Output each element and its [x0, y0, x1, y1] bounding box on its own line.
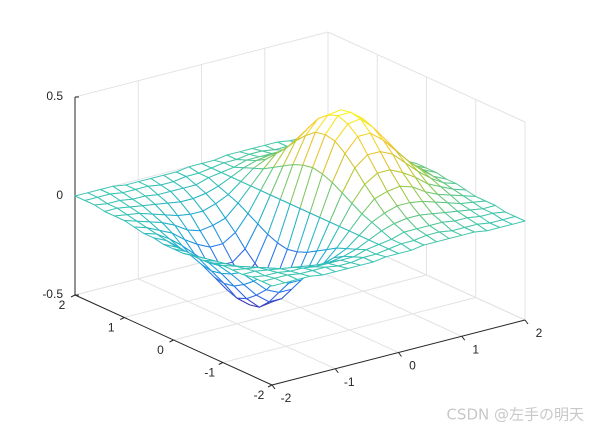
z-tick-label: 0	[56, 188, 63, 202]
y-tick	[218, 362, 223, 365]
y-tick	[267, 384, 273, 388]
z-tick-label: -0.5	[42, 287, 63, 301]
x-tick	[461, 335, 466, 341]
x-tick	[334, 368, 339, 374]
y-tick	[70, 294, 76, 298]
x-tick-label: -2	[281, 391, 292, 405]
x-tick	[398, 352, 402, 357]
y-tick-label: 0	[157, 343, 164, 357]
z-tick-label: 0.5	[46, 89, 63, 103]
y-tick	[169, 339, 174, 343]
watermark: CSDN @左手の明天	[446, 406, 584, 424]
x-tick	[271, 384, 276, 390]
x-tick-label: 0	[409, 359, 416, 373]
y-tick-label: 1	[108, 321, 115, 335]
grid-line	[173, 274, 427, 341]
y-tick-label: -1	[204, 366, 215, 380]
y-tick-label: 2	[59, 298, 66, 312]
x-tick-label: 1	[472, 342, 479, 356]
mesh-face	[261, 277, 286, 287]
x-tick	[524, 319, 529, 325]
x-tick-label: -1	[344, 375, 355, 389]
x-tick-label: 2	[536, 326, 543, 340]
grid-line	[222, 297, 476, 363]
y-tick	[120, 317, 125, 320]
y-tick-label: -2	[254, 388, 265, 402]
